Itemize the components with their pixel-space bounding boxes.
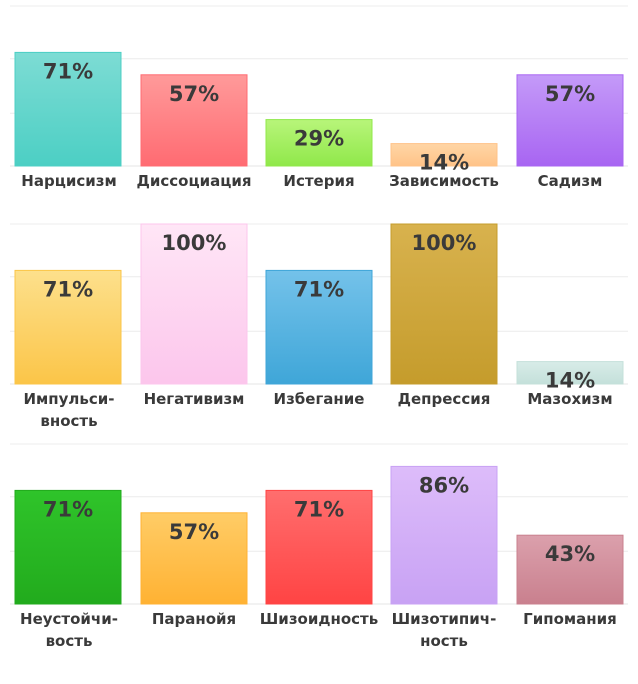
category-label-line: Импульси- — [23, 390, 114, 408]
category-label-line: Садизм — [538, 172, 603, 190]
data-label: 14% — [419, 151, 469, 175]
category-label-line: Неустойчи- — [20, 610, 118, 628]
bar — [390, 143, 498, 167]
bar — [265, 269, 373, 385]
category-label: Депрессия — [398, 390, 491, 408]
category-label: Избегание — [274, 390, 365, 408]
category-label: Импульси-вность — [23, 390, 114, 430]
data-label: 71% — [43, 59, 93, 83]
data-label: 100% — [412, 231, 477, 255]
bar — [140, 512, 248, 605]
category-label-line: Депрессия — [398, 390, 491, 408]
data-label: 71% — [294, 277, 344, 301]
category-label: Нарцисизм — [21, 172, 116, 190]
data-label: 100% — [162, 231, 227, 255]
category-label-line: ность — [420, 632, 468, 650]
data-label: 57% — [545, 82, 595, 106]
bar — [516, 361, 624, 385]
data-label: 57% — [169, 520, 219, 544]
category-label: Диссоциация — [137, 172, 252, 190]
bar — [265, 119, 373, 167]
category-label-line: Нарцисизм — [21, 172, 116, 190]
category-label-line: Паранойя — [152, 610, 236, 628]
category-label-line: вость — [46, 632, 93, 650]
category-label: Негативизм — [144, 390, 245, 408]
category-label-line: Гипомания — [523, 610, 617, 628]
category-label: Паранойя — [152, 610, 236, 628]
bar — [516, 74, 624, 167]
category-label: Гипомания — [523, 610, 617, 628]
bar — [140, 223, 248, 385]
category-label-line: вность — [40, 412, 97, 430]
chart-2: 71% 100% 71% 100% 14% Импульси-вность Негативи… — [10, 223, 628, 430]
data-label: 71% — [43, 497, 93, 521]
bar — [14, 51, 122, 167]
bar — [516, 534, 624, 605]
category-label-line: Диссоциация — [137, 172, 252, 190]
bar — [390, 223, 498, 385]
category-label-line: Негативизм — [144, 390, 245, 408]
data-label: 86% — [419, 473, 469, 497]
data-label: 57% — [169, 82, 219, 106]
bar — [14, 269, 122, 385]
data-label: 71% — [294, 497, 344, 521]
category-label-line: Шизоидность — [260, 610, 378, 628]
category-label: Шизоидность — [260, 610, 378, 628]
bar — [390, 465, 498, 605]
bar — [14, 489, 122, 605]
chart-3: 71% 57% 71% 86% 43% Неустойчи-вость Паранойя Ши… — [10, 443, 628, 650]
data-label: 43% — [545, 542, 595, 566]
category-label: Истерия — [283, 172, 354, 190]
data-label: 71% — [43, 277, 93, 301]
category-label-line: Истерия — [283, 172, 354, 190]
bar — [265, 489, 373, 605]
chart-1: 71% 57% 29% 14% 57% Нарцисизм Диссоциация Истер… — [10, 5, 628, 190]
category-label: Зависимость — [389, 172, 499, 190]
category-label-line: Избегание — [274, 390, 365, 408]
category-label-line: Зависимость — [389, 172, 499, 190]
category-label: Мазохизм — [527, 390, 612, 408]
category-label-line: Шизотипич- — [392, 610, 497, 628]
data-label: 14% — [545, 369, 595, 393]
data-label: 29% — [294, 127, 344, 151]
category-label: Шизотипич-ность — [392, 610, 497, 650]
category-label: Садизм — [538, 172, 603, 190]
category-label-line: Мазохизм — [527, 390, 612, 408]
bar — [140, 74, 248, 167]
category-label: Неустойчи-вость — [20, 610, 118, 650]
